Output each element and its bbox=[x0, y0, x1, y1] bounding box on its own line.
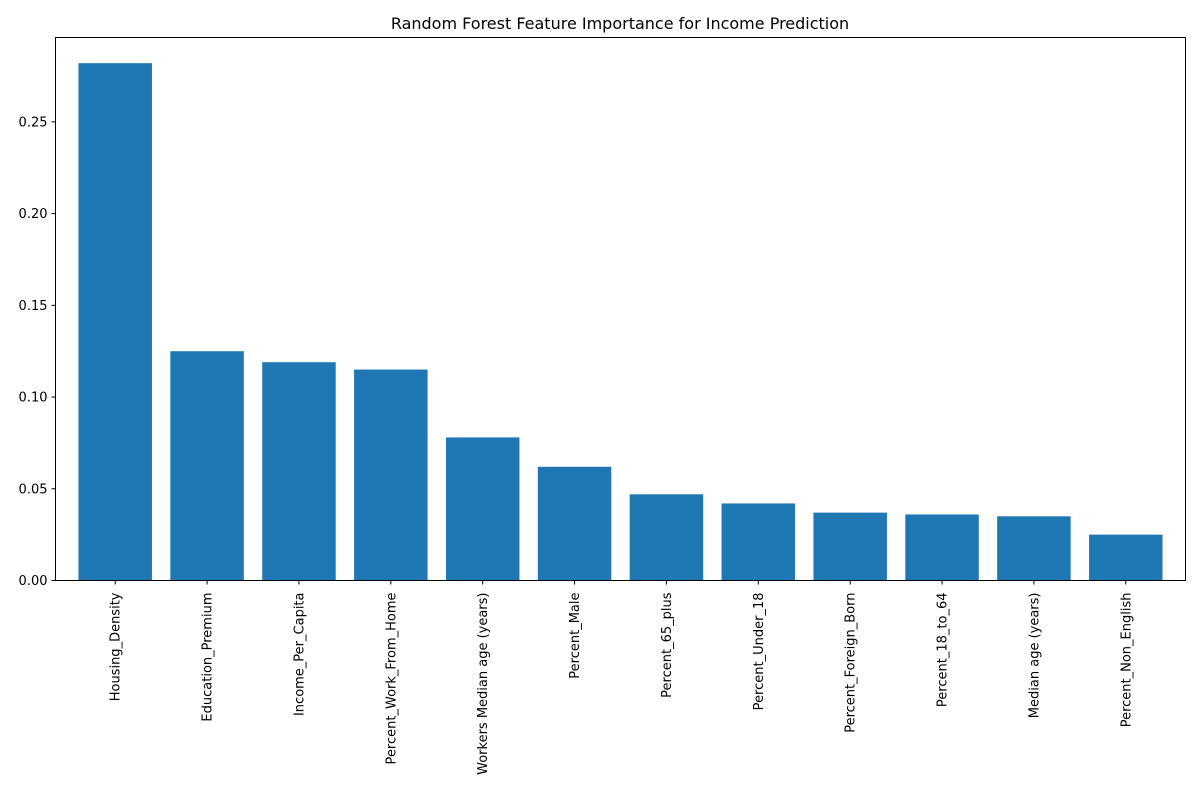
plot-frame bbox=[55, 37, 1186, 581]
x-tick-label-4: Workers Median age (years) bbox=[476, 593, 491, 775]
x-tick-label-11: Percent_Non_English bbox=[1119, 593, 1134, 728]
bar-1 bbox=[170, 351, 244, 581]
x-tick-label-6: Percent_65_plus bbox=[660, 592, 675, 698]
x-tick-label-10: Median age (years) bbox=[1027, 593, 1042, 719]
bar-5 bbox=[537, 466, 612, 581]
x-tick-label-2: Income_Per_Capita bbox=[292, 593, 307, 717]
y-tick-label-1: 0.05 bbox=[19, 482, 48, 497]
y-tick-label-3: 0.15 bbox=[19, 299, 48, 314]
bar-0 bbox=[78, 63, 152, 581]
x-tick-label-5: Percent_Male bbox=[568, 593, 583, 679]
y-axis: 0.00 0.05 0.10 0.15 0.20 0.25 bbox=[19, 115, 56, 589]
x-tick-label-0: Housing_Density bbox=[109, 592, 124, 701]
y-tick-label-4: 0.20 bbox=[19, 207, 48, 222]
bar-11 bbox=[1089, 534, 1163, 581]
x-tick-label-8: Percent_Foreign_Born bbox=[844, 593, 859, 733]
y-tick-label-0: 0.00 bbox=[19, 574, 48, 589]
bar-2 bbox=[262, 362, 336, 581]
bar-6 bbox=[629, 494, 704, 581]
x-tick-label-3: Percent_Work_From_Home bbox=[384, 593, 399, 765]
bar-3 bbox=[354, 369, 428, 581]
y-tick-label-2: 0.10 bbox=[19, 391, 48, 406]
bar-4 bbox=[445, 437, 520, 581]
bar-10 bbox=[997, 516, 1071, 581]
x-tick-label-7: Percent_Under_18 bbox=[752, 593, 767, 711]
chart-title: Random Forest Feature Importance for Inc… bbox=[391, 14, 849, 33]
bar-9 bbox=[905, 514, 979, 581]
bars-group bbox=[78, 63, 1163, 581]
bar-8 bbox=[813, 512, 887, 581]
x-tick-label-1: Education_Premium bbox=[201, 593, 216, 722]
y-tick-label-5: 0.25 bbox=[19, 115, 48, 130]
bar-7 bbox=[721, 503, 796, 581]
x-tick-label-9: Percent_18_to_64 bbox=[936, 593, 951, 708]
x-axis: Housing_Density Education_Premium Income_P… bbox=[109, 580, 1134, 775]
